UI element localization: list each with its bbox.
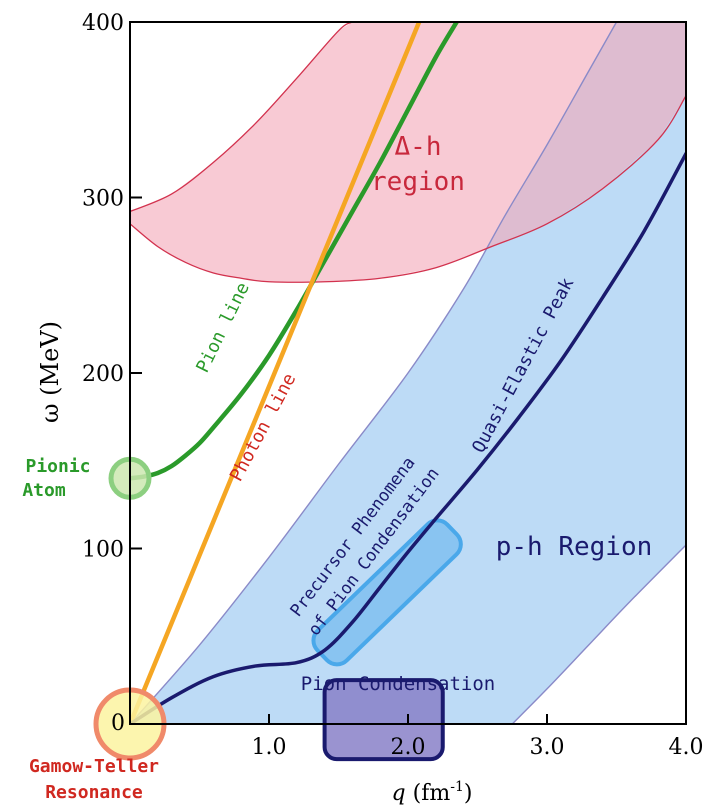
gamow-teller-label-line2: Resonance [45, 782, 143, 803]
quasi-elastic-peak-series [130, 151, 686, 724]
y-ticks: 100 200 300 400 [82, 11, 142, 563]
pion-condensation-box [322, 678, 445, 762]
delta-h-label-line1: Δ-h [395, 132, 442, 162]
ph-region-label: p-h Region [496, 532, 653, 562]
y-tick-label: 400 [82, 11, 124, 36]
pion-condensation-label: Pion Condensation [301, 673, 495, 695]
ph-region-lower-edge [511, 544, 686, 724]
x-tick-label: 4.0 [669, 735, 704, 760]
x-tick-label: 0 [111, 711, 125, 736]
x-ticks: 0 1.0 2.0 3.0 4.0 [111, 711, 704, 760]
delta-h-region-upper-edge [130, 22, 353, 213]
y-axis-label: ω (MeV) [36, 321, 64, 423]
delta-h-label-line2: region [371, 167, 465, 197]
pionic-atom-label-line1: Pionic [25, 456, 90, 477]
precursor-box [311, 518, 463, 667]
y-tick-label: 100 [82, 538, 124, 563]
gamow-teller-label-line1: Gamow-Teller [29, 756, 159, 777]
x-tick-label: 2.0 [391, 735, 426, 760]
pionic-atom-label-line2: Atom [22, 480, 66, 501]
delta-h-region-lower-edge [130, 95, 686, 283]
y-tick-label: 200 [82, 362, 124, 387]
photon-line-series [130, 22, 422, 724]
x-axis-label-text: q (fm-1) [392, 779, 473, 806]
x-tick-label: 3.0 [530, 735, 565, 760]
x-tick-label: 1.0 [252, 735, 287, 760]
y-tick-label: 300 [82, 187, 124, 212]
pion-line-series [130, 22, 459, 481]
delta-h-region-band [130, 22, 686, 282]
ph-region-upper-edge [130, 22, 618, 724]
